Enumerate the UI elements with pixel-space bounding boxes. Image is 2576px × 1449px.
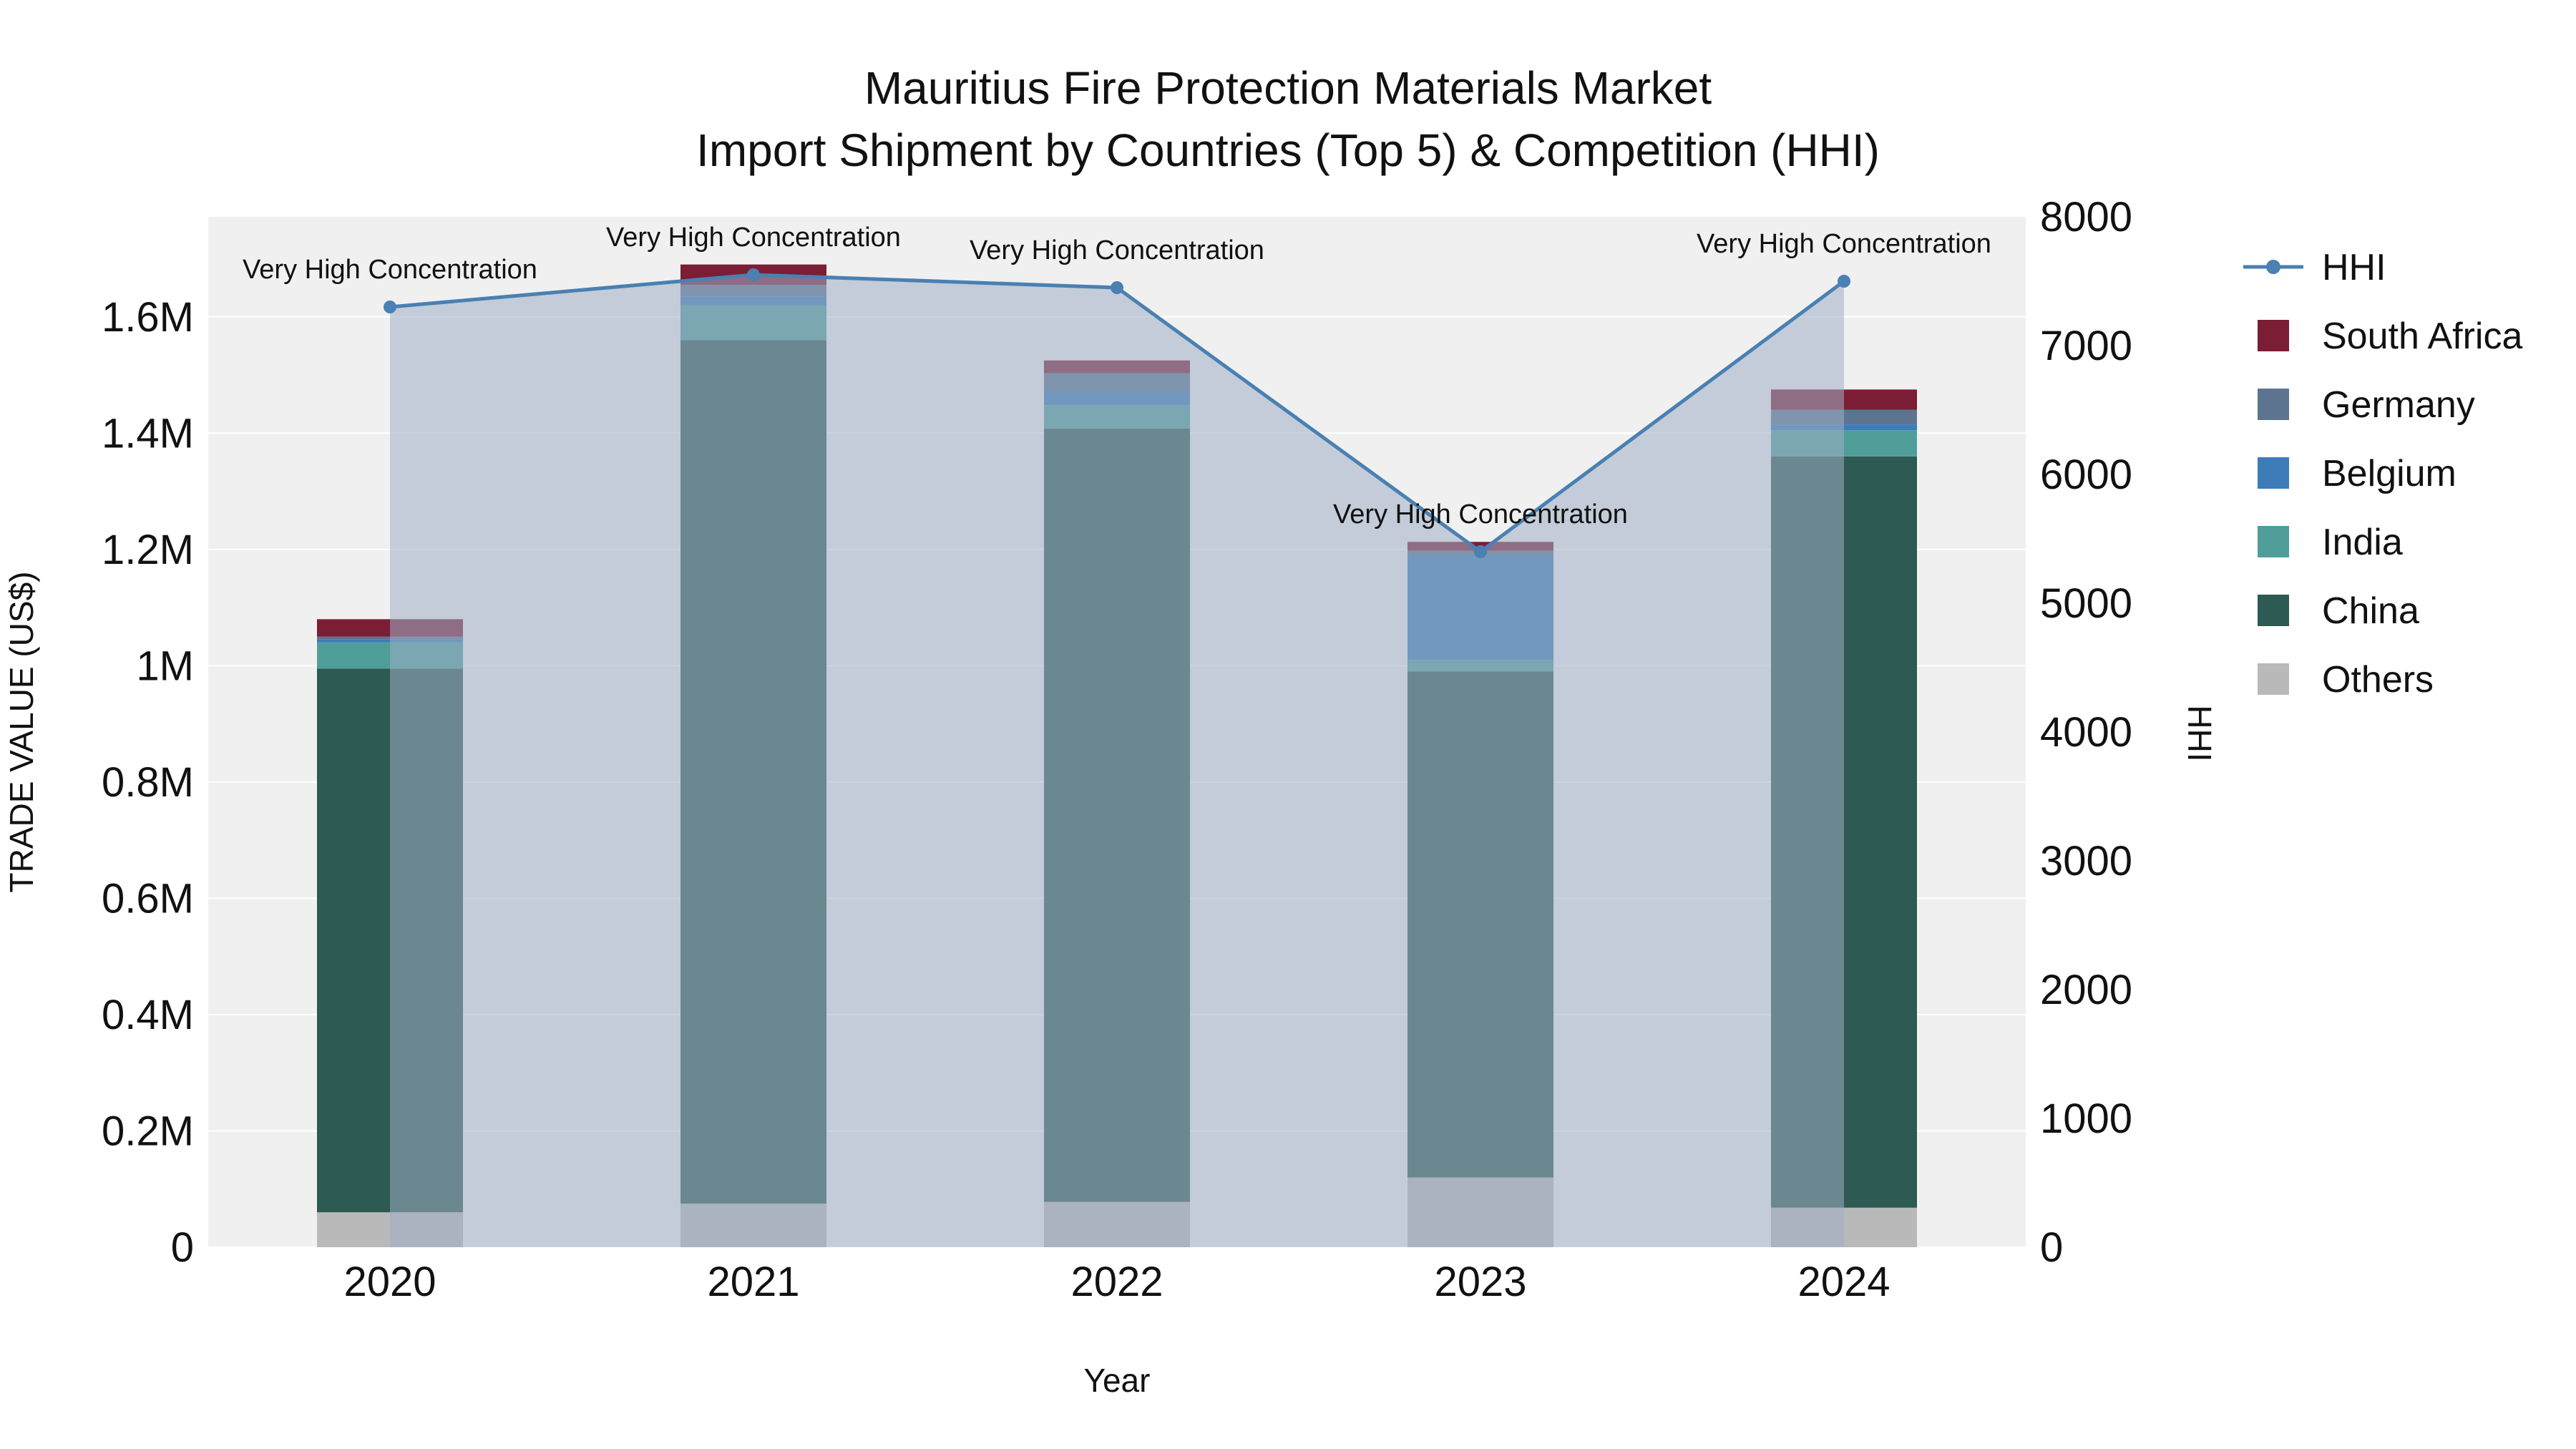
right-axis-title: HHI xyxy=(2181,705,2218,761)
left-axis-tick-label: 0.6M xyxy=(102,875,194,922)
right-axis-tick-label: 8000 xyxy=(2040,194,2132,240)
legend-item-germany[interactable]: Germany xyxy=(2258,384,2475,426)
x-axis-tick-label: 2020 xyxy=(343,1259,436,1305)
hhi-marker xyxy=(747,268,760,281)
legend-swatch xyxy=(2258,457,2289,489)
left-axis-tick-label: 0.8M xyxy=(102,759,194,806)
legend-item-others[interactable]: Others xyxy=(2258,659,2434,701)
legend-label: Others xyxy=(2322,659,2434,701)
right-axis-tick-label: 1000 xyxy=(2040,1096,2132,1142)
legend-swatch xyxy=(2258,320,2289,351)
x-axis-tick-label: 2022 xyxy=(1070,1259,1163,1305)
left-axis-tick-label: 0.4M xyxy=(102,992,194,1038)
legend-label: South Africa xyxy=(2322,316,2522,357)
legend-item-south-africa[interactable]: South Africa xyxy=(2258,316,2522,357)
hhi-marker xyxy=(1838,275,1850,288)
x-axis-tick-label: 2024 xyxy=(1797,1259,1890,1305)
chart-title-line1: Mauritius Fire Protection Materials Mark… xyxy=(864,62,1712,114)
x-axis-title: Year xyxy=(1084,1362,1151,1399)
legend: HHI South Africa Germany Belgium India China O… xyxy=(2243,247,2522,701)
right-axis-tick-label: 7000 xyxy=(2040,323,2132,369)
left-axis-tick-label: 1.2M xyxy=(102,527,194,573)
left-axis-tick-label: 1.6M xyxy=(102,294,194,341)
right-axis-tick-label: 2000 xyxy=(2040,967,2132,1013)
legend-item-belgium[interactable]: Belgium xyxy=(2258,453,2457,494)
legend-item-hhi[interactable]: HHI xyxy=(2243,247,2386,288)
legend-label: Germany xyxy=(2322,384,2475,426)
legend-swatch xyxy=(2258,595,2289,626)
legend-item-india[interactable]: India xyxy=(2258,522,2403,563)
legend-swatch xyxy=(2258,526,2289,557)
hhi-marker xyxy=(384,301,396,313)
right-axis-tick-label: 4000 xyxy=(2040,709,2132,756)
legend-line-marker-dot xyxy=(2266,260,2280,274)
legend-label: Belgium xyxy=(2322,453,2457,494)
legend-label: China xyxy=(2322,590,2419,632)
left-axis-title: TRADE VALUE (US$) xyxy=(3,571,40,892)
right-axis-tick-label: 3000 xyxy=(2040,838,2132,884)
legend-item-china[interactable]: China xyxy=(2258,590,2419,632)
left-axis-tick-label: 1M xyxy=(136,643,194,689)
x-axis-tick-label: 2021 xyxy=(707,1259,799,1305)
x-axis-tick-label: 2023 xyxy=(1434,1259,1526,1305)
annotation: Very High Concentration xyxy=(1333,499,1628,530)
plot-layer: Very High Concentration Very High Concent… xyxy=(102,194,2132,1305)
right-axis-tick-label: 6000 xyxy=(2040,452,2132,498)
right-axis-tick-label: 0 xyxy=(2040,1224,2063,1271)
annotation: Very High Concentration xyxy=(1697,229,1991,259)
right-axis-tick-label: 5000 xyxy=(2040,580,2132,627)
legend-label: HHI xyxy=(2322,247,2386,288)
chart-title-line2: Import Shipment by Countries (Top 5) & C… xyxy=(696,125,1880,176)
left-axis-tick-label: 1.4M xyxy=(102,410,194,457)
hhi-marker xyxy=(1474,545,1487,558)
legend-swatch xyxy=(2258,389,2289,420)
annotation: Very High Concentration xyxy=(606,223,901,253)
hhi-marker xyxy=(1111,281,1123,294)
annotation: Very High Concentration xyxy=(243,255,537,285)
left-axis-tick-label: 0 xyxy=(171,1224,194,1271)
left-axis-tick-label: 0.2M xyxy=(102,1108,194,1154)
hhi-area xyxy=(390,275,1844,1247)
legend-swatch xyxy=(2258,663,2289,695)
annotation: Very High Concentration xyxy=(970,235,1264,265)
legend-label: India xyxy=(2322,522,2403,563)
